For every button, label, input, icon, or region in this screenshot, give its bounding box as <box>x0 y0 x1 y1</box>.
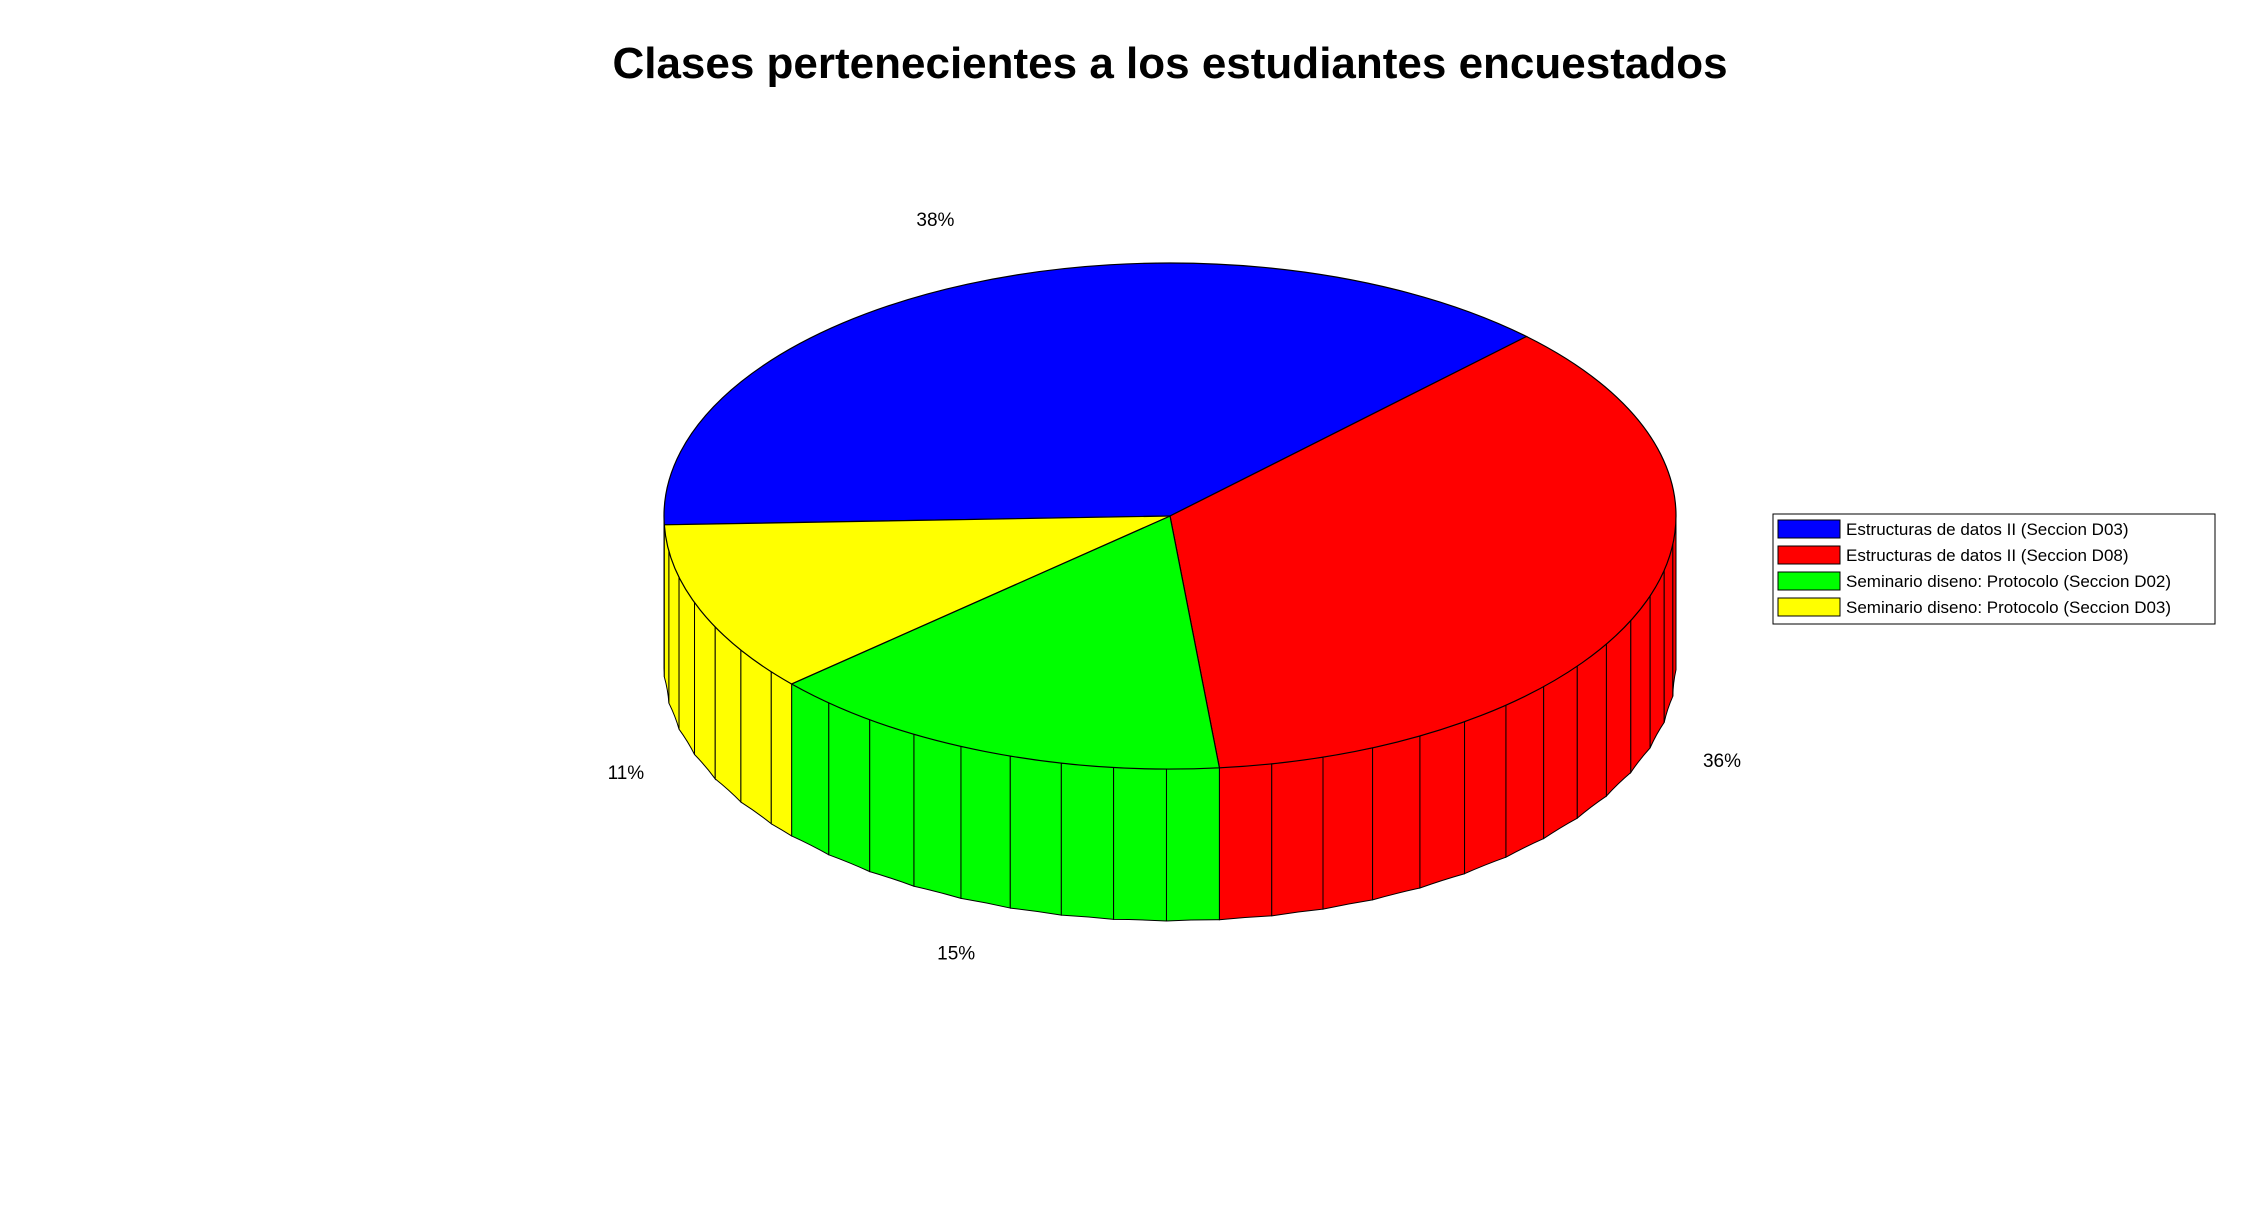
pie-side-4 <box>740 649 772 825</box>
pie-side-3 <box>869 718 915 887</box>
pie-side-2 <box>1649 568 1665 749</box>
pie-side-3 <box>828 702 871 873</box>
pie-side-3 <box>913 733 962 900</box>
pct-label-2: 36% <box>1703 751 1741 772</box>
pie-side-4 <box>694 601 716 781</box>
pie-side-4 <box>678 575 696 755</box>
pie-side-2 <box>1218 763 1273 921</box>
pie-side-4 <box>668 550 680 730</box>
pie-side-3 <box>1060 762 1115 920</box>
pie-side-2 <box>1322 747 1374 910</box>
legend-swatch-2 <box>1777 545 1841 565</box>
pie-side-3 <box>960 745 1011 909</box>
pie-slice-3 <box>790 515 1221 770</box>
legend-label-3: Seminario diseno: Protocolo (Seccion D02… <box>1846 572 2171 591</box>
pie-side-2 <box>1419 721 1466 889</box>
pct-label-1: 38% <box>916 210 954 231</box>
legend: Estructuras de datos II (Seccion D03) Est… <box>1772 513 2216 625</box>
legend-swatch-4 <box>1777 597 1841 617</box>
legend-label-1: Estructuras de datos II (Seccion D03) <box>1846 520 2129 539</box>
pie-side-2 <box>1464 704 1507 875</box>
legend-box <box>1772 513 2216 625</box>
pie-side-3 <box>791 683 830 856</box>
pie-top-face <box>663 262 1677 770</box>
pie-side-3 <box>1009 755 1062 916</box>
pie-side-3 <box>1113 766 1167 922</box>
pie-side-2 <box>1663 543 1674 723</box>
pct-label-3: 15% <box>937 944 975 965</box>
pie-side-4 <box>663 524 670 704</box>
pie-side-2 <box>1271 756 1324 917</box>
pie-side-4 <box>714 625 742 804</box>
legend-label-4: Seminario diseno: Protocolo (Seccion D03… <box>1846 598 2171 617</box>
pie-slice-4 <box>663 515 1171 685</box>
pie-side-2 <box>1505 685 1545 859</box>
pie-side-3 <box>1165 767 1220 922</box>
pie-slice-1 <box>663 262 1528 526</box>
pie-side-2 <box>1605 619 1632 798</box>
pct-label-4: 11% <box>608 763 645 784</box>
pie-side-4 <box>770 670 793 837</box>
pie-side-2 <box>1630 594 1651 775</box>
legend-label-2: Estructuras de datos II (Seccion D08) <box>1846 546 2129 565</box>
percentage-labels: 38% 36% 15% 11% <box>608 210 1742 965</box>
pie-slice-2 <box>1169 335 1677 769</box>
pie-side-walls <box>663 515 1677 922</box>
legend-swatch-3 <box>1777 571 1841 591</box>
legend-swatch-1 <box>1777 519 1841 539</box>
chart-title: Clases pertenecientes a los estudiantes … <box>612 39 1727 88</box>
pie-side-2 <box>1543 665 1578 840</box>
pie-side-2 <box>1372 735 1421 901</box>
pie-side-2 <box>1576 643 1607 820</box>
